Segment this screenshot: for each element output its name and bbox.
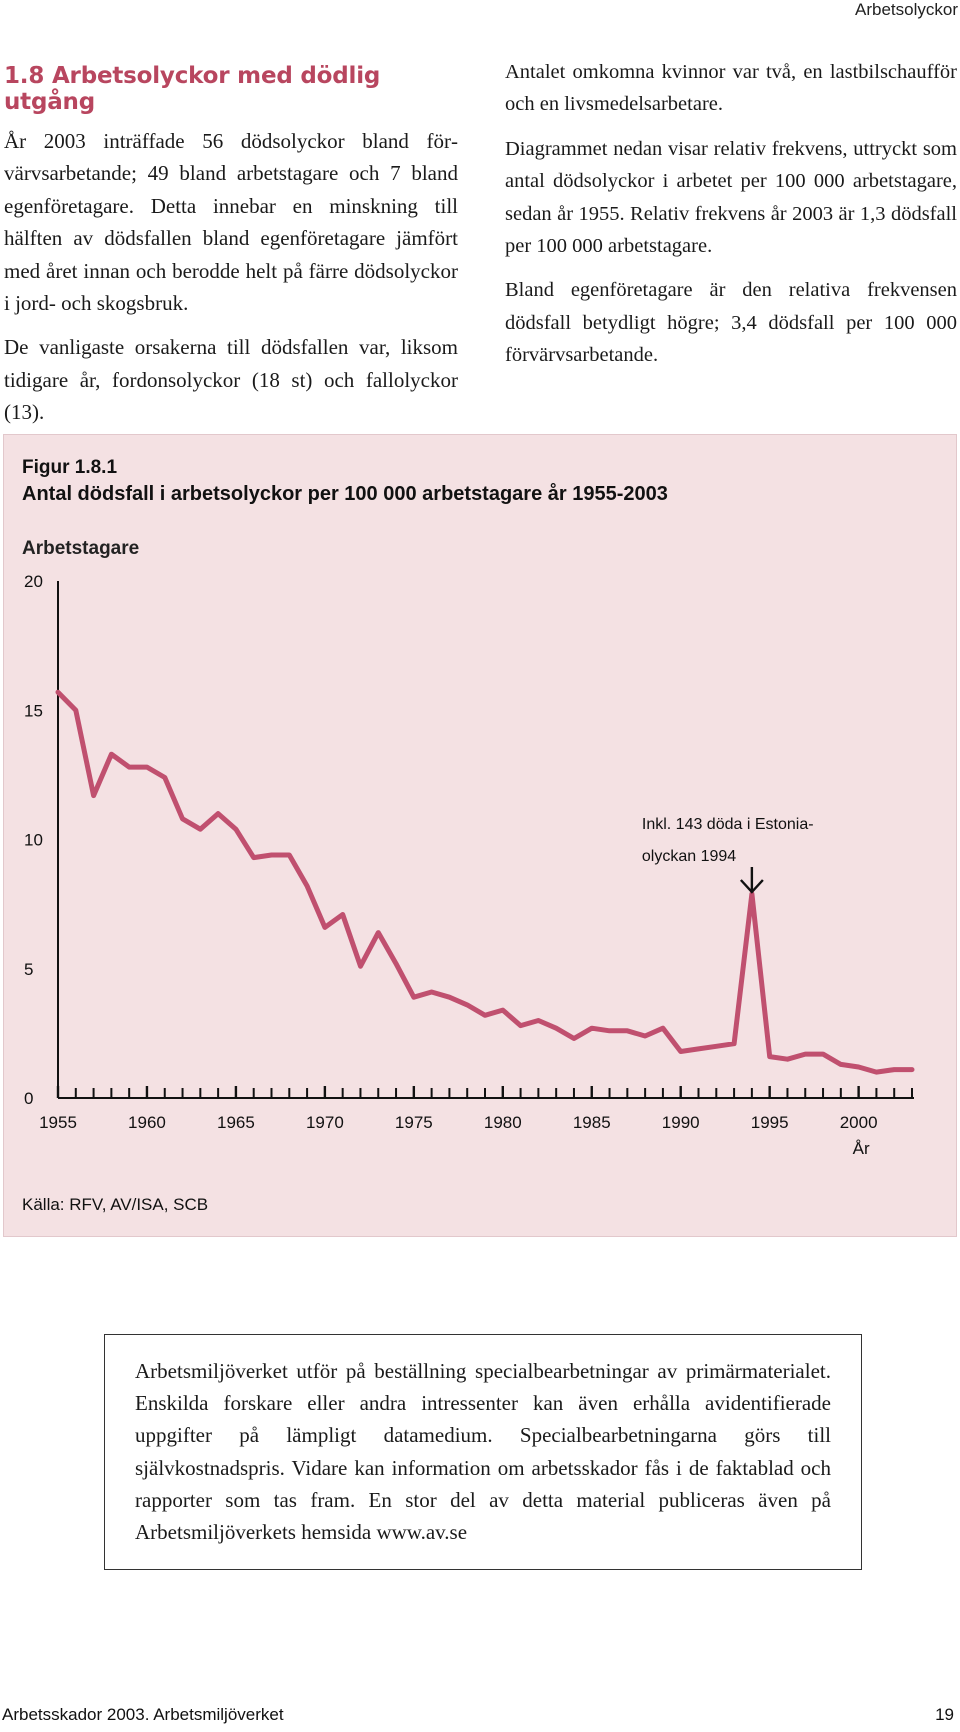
paragraph: Bland egenföretagare är den relativa fre… — [505, 279, 957, 367]
footer-publication: Arbetsskador 2003. Arbetsmiljöverket — [2, 1705, 284, 1724]
figure-panel: Figur 1.8.1 Antal dödsfall i arbetsolyck… — [3, 434, 957, 1237]
paragraph: Antalet omkomna kvinnor var två, en last… — [505, 61, 957, 116]
page-number: 19 — [935, 1705, 954, 1724]
info-box-text: Arbetsmiljöverket utför på beställning s… — [135, 1359, 831, 1545]
paragraph: De vanligaste orsakerna till dödsfallen … — [4, 335, 458, 425]
annotation-arrow — [739, 867, 764, 894]
line-chart: 0 5 10 15 20 1955 1960 1965 1970 1975 1980 1985 1990… — [24, 572, 915, 1158]
x-tick-label: 1980 — [484, 1113, 522, 1132]
y-tick-label: 0 — [24, 1089, 33, 1108]
right-column: Antalet omkomna kvinnor var två, en last… — [505, 56, 957, 384]
figure-source: Källa: RFV, AV/ISA, SCB — [22, 1195, 209, 1214]
y-tick-label: 5 — [24, 960, 33, 979]
x-tick-label: 1995 — [751, 1113, 789, 1132]
x-tick-label: 1955 — [39, 1113, 77, 1132]
running-header: Arbetsolyckor — [855, 0, 958, 19]
section-title: 1.8 Arbetsolyckor med dödlig utgång — [4, 63, 381, 115]
annotation-text: Inkl. 143 döda i Estonia- — [642, 816, 814, 833]
paragraph: År 2003 inträffade 56 dödsolyckor bland … — [4, 129, 458, 316]
x-tick-label: 2000 — [840, 1113, 878, 1132]
x-axis-title: År — [853, 1139, 870, 1158]
info-box: Arbetsmiljöverket utför på beställning s… — [104, 1334, 862, 1570]
x-tick-label: 1975 — [395, 1113, 433, 1132]
x-tick-label: 1960 — [128, 1113, 166, 1132]
y-tick-label: 15 — [24, 701, 43, 720]
figure-title: Antal dödsfall i arbetsolyckor per 100 0… — [22, 483, 668, 505]
paragraph: Diagrammet nedan visar relativ frekvens,… — [505, 137, 957, 258]
annotation-text: olyckan 1994 — [642, 848, 736, 865]
left-column: 1.8 Arbetsolyckor med dödlig utgång År 2… — [4, 56, 458, 441]
x-tick-label: 1965 — [217, 1113, 255, 1132]
y-axis-title: Arbetstagare — [22, 538, 140, 559]
y-tick-label: 10 — [24, 831, 43, 850]
x-tick-label: 1990 — [662, 1113, 700, 1132]
figure-label: Figur 1.8.1 — [22, 457, 118, 478]
y-tick-label: 20 — [24, 572, 43, 591]
series-line — [55, 689, 915, 1075]
x-tick-label: 1970 — [306, 1113, 344, 1132]
x-tick-label: 1985 — [573, 1113, 611, 1132]
